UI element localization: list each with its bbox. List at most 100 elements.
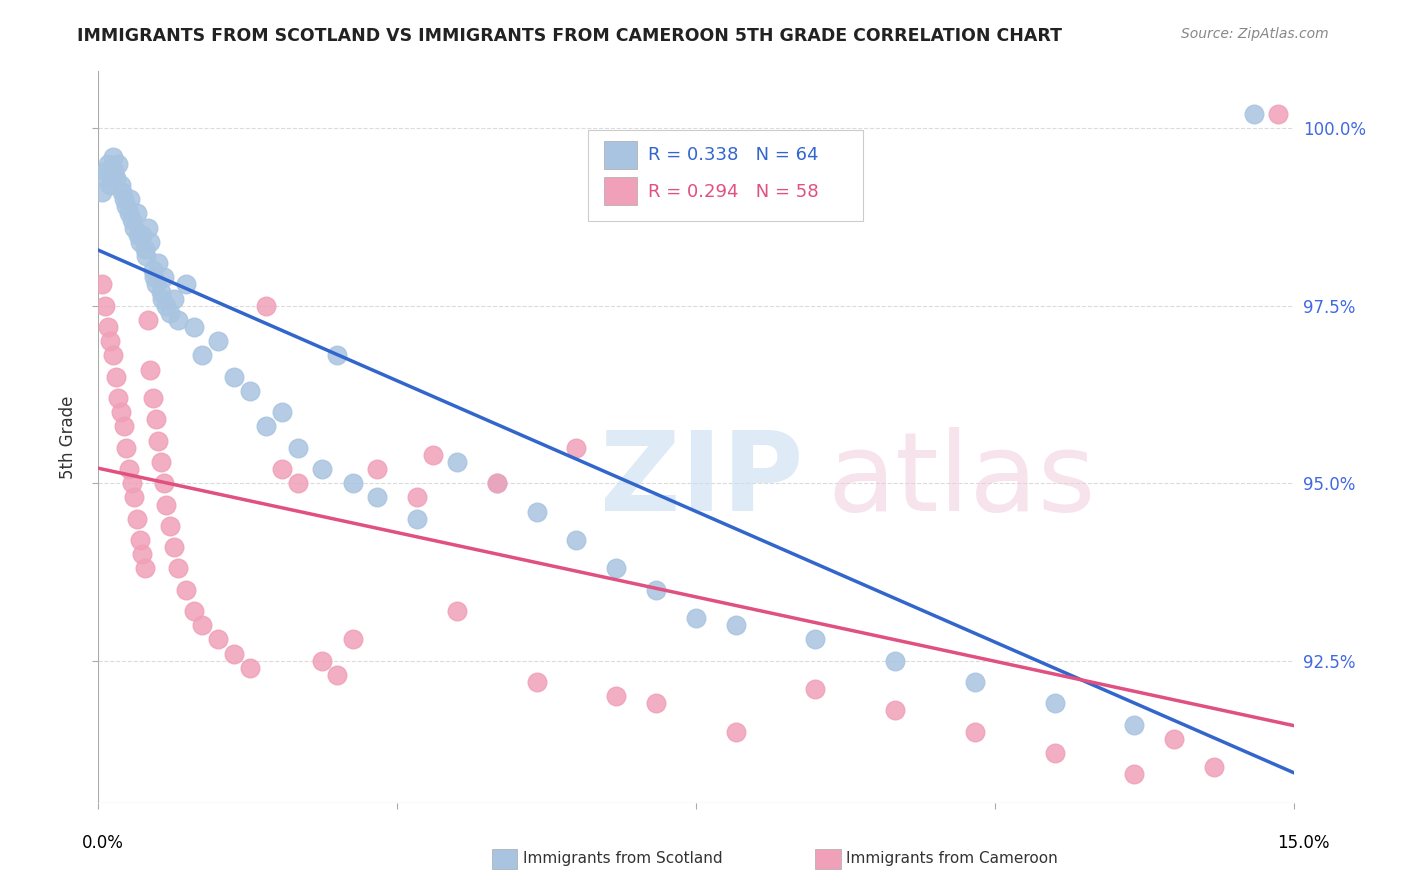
Point bbox=[128, 235, 150, 249]
Point bbox=[422, 448, 444, 462]
Point bbox=[112, 192, 135, 206]
Point bbox=[107, 391, 129, 405]
Point bbox=[685, 611, 707, 625]
Point bbox=[222, 647, 245, 661]
Point bbox=[565, 533, 588, 547]
Point bbox=[605, 690, 627, 704]
Point bbox=[884, 704, 907, 718]
Point bbox=[120, 192, 142, 206]
Point bbox=[143, 270, 166, 285]
Point bbox=[104, 170, 127, 185]
Point bbox=[149, 285, 172, 299]
Point bbox=[183, 604, 205, 618]
Point bbox=[287, 476, 309, 491]
Point bbox=[148, 256, 170, 270]
Point bbox=[163, 292, 186, 306]
Point bbox=[142, 391, 165, 405]
Point bbox=[136, 220, 159, 235]
Point bbox=[163, 540, 186, 554]
Point bbox=[125, 512, 148, 526]
Point bbox=[112, 419, 135, 434]
Point bbox=[446, 455, 468, 469]
FancyBboxPatch shape bbox=[605, 178, 637, 205]
Point bbox=[1123, 717, 1146, 731]
Text: R = 0.294   N = 58: R = 0.294 N = 58 bbox=[648, 183, 818, 201]
Point bbox=[115, 199, 138, 213]
Point bbox=[565, 441, 588, 455]
Point bbox=[167, 313, 190, 327]
Point bbox=[366, 462, 388, 476]
Point bbox=[149, 455, 172, 469]
Point bbox=[98, 178, 122, 192]
Point bbox=[118, 206, 141, 220]
Point bbox=[121, 213, 143, 227]
Point bbox=[142, 263, 165, 277]
Point bbox=[145, 277, 167, 292]
Text: 15.0%: 15.0% bbox=[1277, 834, 1330, 852]
Point bbox=[526, 675, 548, 690]
Point bbox=[342, 632, 364, 647]
Point bbox=[145, 412, 167, 426]
Point bbox=[97, 320, 120, 334]
Point bbox=[485, 476, 508, 491]
Point bbox=[91, 185, 114, 199]
Point bbox=[94, 299, 117, 313]
Point bbox=[804, 682, 827, 697]
Point bbox=[645, 697, 668, 711]
Point bbox=[1163, 731, 1185, 746]
Point bbox=[121, 476, 143, 491]
Point bbox=[115, 441, 138, 455]
Point bbox=[97, 156, 120, 170]
Point bbox=[326, 668, 349, 682]
Point bbox=[118, 462, 141, 476]
Point bbox=[342, 476, 364, 491]
Point bbox=[1267, 107, 1289, 121]
Y-axis label: 5th Grade: 5th Grade bbox=[59, 395, 77, 479]
Point bbox=[148, 434, 170, 448]
Point bbox=[150, 292, 173, 306]
Point bbox=[270, 462, 292, 476]
Point bbox=[311, 654, 333, 668]
Point bbox=[605, 561, 627, 575]
Text: IMMIGRANTS FROM SCOTLAND VS IMMIGRANTS FROM CAMEROON 5TH GRADE CORRELATION CHART: IMMIGRANTS FROM SCOTLAND VS IMMIGRANTS F… bbox=[77, 27, 1063, 45]
Point bbox=[152, 270, 174, 285]
Text: Source: ZipAtlas.com: Source: ZipAtlas.com bbox=[1181, 27, 1329, 41]
Point bbox=[804, 632, 827, 647]
Point bbox=[326, 348, 349, 362]
Point bbox=[1202, 760, 1225, 774]
Point bbox=[110, 405, 132, 419]
Point bbox=[94, 170, 117, 185]
Point bbox=[526, 505, 548, 519]
Point bbox=[104, 369, 127, 384]
Text: R = 0.338   N = 64: R = 0.338 N = 64 bbox=[648, 146, 818, 164]
Point bbox=[287, 441, 309, 455]
Point bbox=[96, 163, 118, 178]
FancyBboxPatch shape bbox=[605, 141, 637, 169]
Point bbox=[311, 462, 333, 476]
Point bbox=[270, 405, 292, 419]
Point bbox=[125, 206, 148, 220]
Point bbox=[1123, 767, 1146, 781]
Text: atlas: atlas bbox=[827, 427, 1095, 534]
Point bbox=[131, 547, 153, 561]
Point bbox=[191, 348, 214, 362]
Point bbox=[884, 654, 907, 668]
Point bbox=[1043, 697, 1066, 711]
Point bbox=[124, 491, 146, 505]
Point bbox=[134, 561, 156, 575]
Point bbox=[239, 384, 262, 398]
Point bbox=[131, 227, 153, 242]
FancyBboxPatch shape bbox=[589, 130, 863, 221]
Point bbox=[207, 632, 229, 647]
Point bbox=[1043, 746, 1066, 760]
Point bbox=[183, 320, 205, 334]
Point bbox=[724, 618, 747, 632]
Point bbox=[139, 235, 162, 249]
Point bbox=[91, 277, 114, 292]
Point bbox=[152, 476, 174, 491]
Point bbox=[446, 604, 468, 618]
Text: 0.0%: 0.0% bbox=[82, 834, 124, 852]
Point bbox=[963, 675, 986, 690]
Point bbox=[207, 334, 229, 349]
Point bbox=[724, 724, 747, 739]
